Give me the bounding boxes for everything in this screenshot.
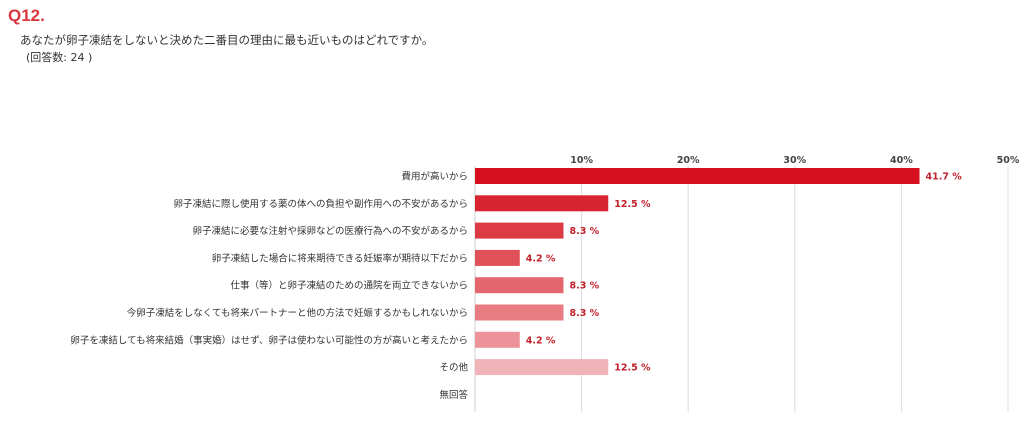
- category-label: 卵子を凍結しても将来結婚（事実婚）はせず、卵子は使わない可能性の方が高いと考えた…: [70, 334, 468, 346]
- value-label: 41.7 %: [926, 172, 963, 183]
- value-label: 8.3 %: [569, 226, 599, 237]
- x-tick-label: 40%: [890, 155, 913, 166]
- category-label: 卵子凍結した場合に将来期待できる妊娠率が期待以下だから: [212, 252, 468, 264]
- category-label: 仕事（等）と卵子凍結のための通院を両立できないから: [230, 280, 468, 292]
- value-label: 8.3 %: [569, 281, 599, 292]
- category-label: 無回答: [439, 389, 468, 401]
- bar: [475, 195, 609, 212]
- value-label: 12.5 %: [614, 199, 651, 210]
- value-label: 12.5 %: [614, 363, 651, 374]
- bar: [475, 331, 520, 348]
- x-tick-label: 50%: [997, 155, 1020, 166]
- bar: [475, 277, 564, 294]
- value-label: 8.3 %: [569, 308, 599, 319]
- bar: [475, 249, 520, 266]
- question-number: Q12.: [8, 6, 45, 25]
- bar: [475, 168, 920, 184]
- response-count: (回答数: 24 ): [26, 51, 93, 64]
- value-label: 4.2 %: [526, 253, 556, 264]
- x-tick-label: 30%: [783, 155, 806, 166]
- x-tick-label: 10%: [570, 155, 593, 166]
- category-label: その他: [439, 362, 468, 374]
- bar: [475, 304, 564, 321]
- x-tick-label: 20%: [677, 155, 700, 166]
- bar: [475, 222, 564, 239]
- value-label: 4.2 %: [526, 335, 556, 346]
- category-label: 今卵子凍結をしなくても将来パートナーと他の方法で妊娠するかもしれないから: [127, 307, 468, 319]
- category-label: 費用が高いから: [401, 171, 468, 183]
- category-label: 卵子凍結に際し使用する薬の体への負担や副作用への不安があるから: [173, 198, 468, 210]
- category-label: 卵子凍結に必要な注射や採卵などの医療行為への不安があるから: [192, 225, 468, 237]
- bar: [475, 359, 609, 376]
- question-text: あなたが卵子凍結をしないと決めた二番目の理由に最も近いものはどれですか。: [20, 33, 434, 47]
